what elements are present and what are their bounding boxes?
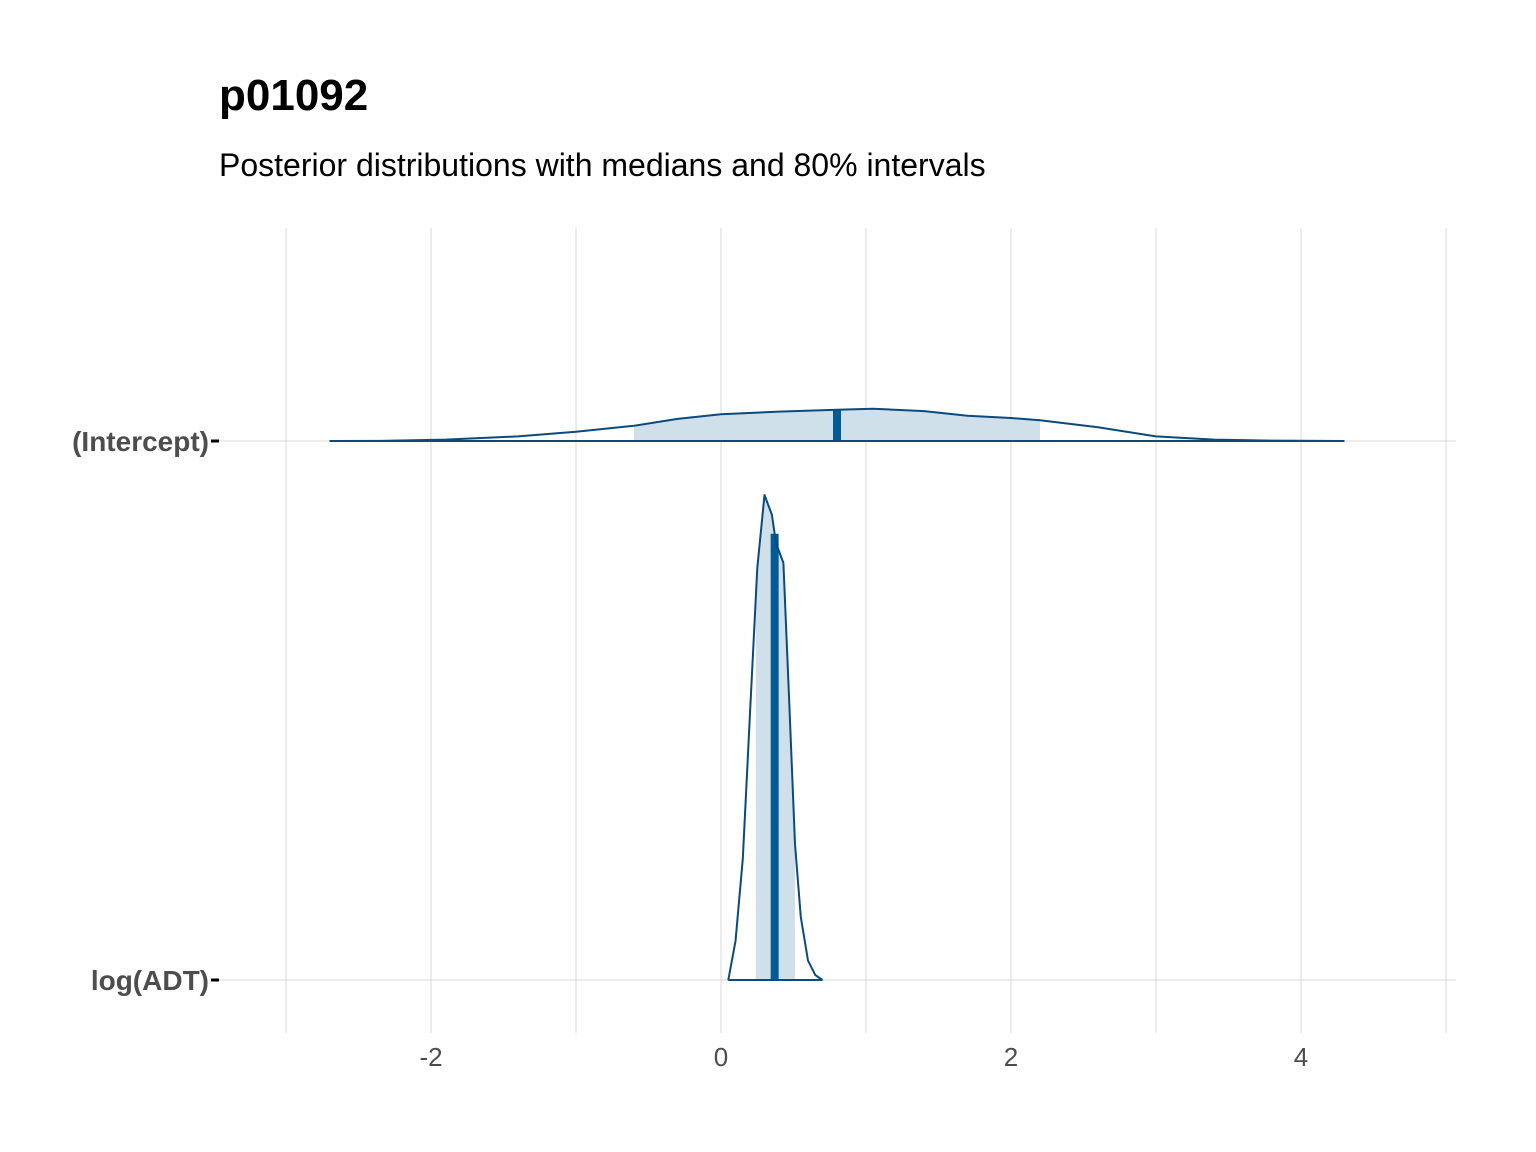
x-tick-label: -2: [419, 1042, 442, 1072]
y-tick-label: log(ADT): [91, 965, 209, 996]
x-tick-label: 2: [1004, 1042, 1018, 1072]
density-curve: [727, 494, 824, 981]
axis-layer: (Intercept) log(ADT) -2 0 2 4: [72, 426, 1308, 1072]
density-layer: [329, 407, 1345, 981]
chart-title: p01092: [219, 71, 369, 120]
chart-subtitle: Posterior distributions with medians and…: [219, 147, 986, 183]
x-tick-label: 4: [1294, 1042, 1308, 1072]
grid-layer: [219, 228, 1456, 1033]
x-tick-label: 0: [714, 1042, 728, 1072]
density-curve: [329, 407, 1345, 442]
y-tick-label: (Intercept): [72, 426, 209, 457]
